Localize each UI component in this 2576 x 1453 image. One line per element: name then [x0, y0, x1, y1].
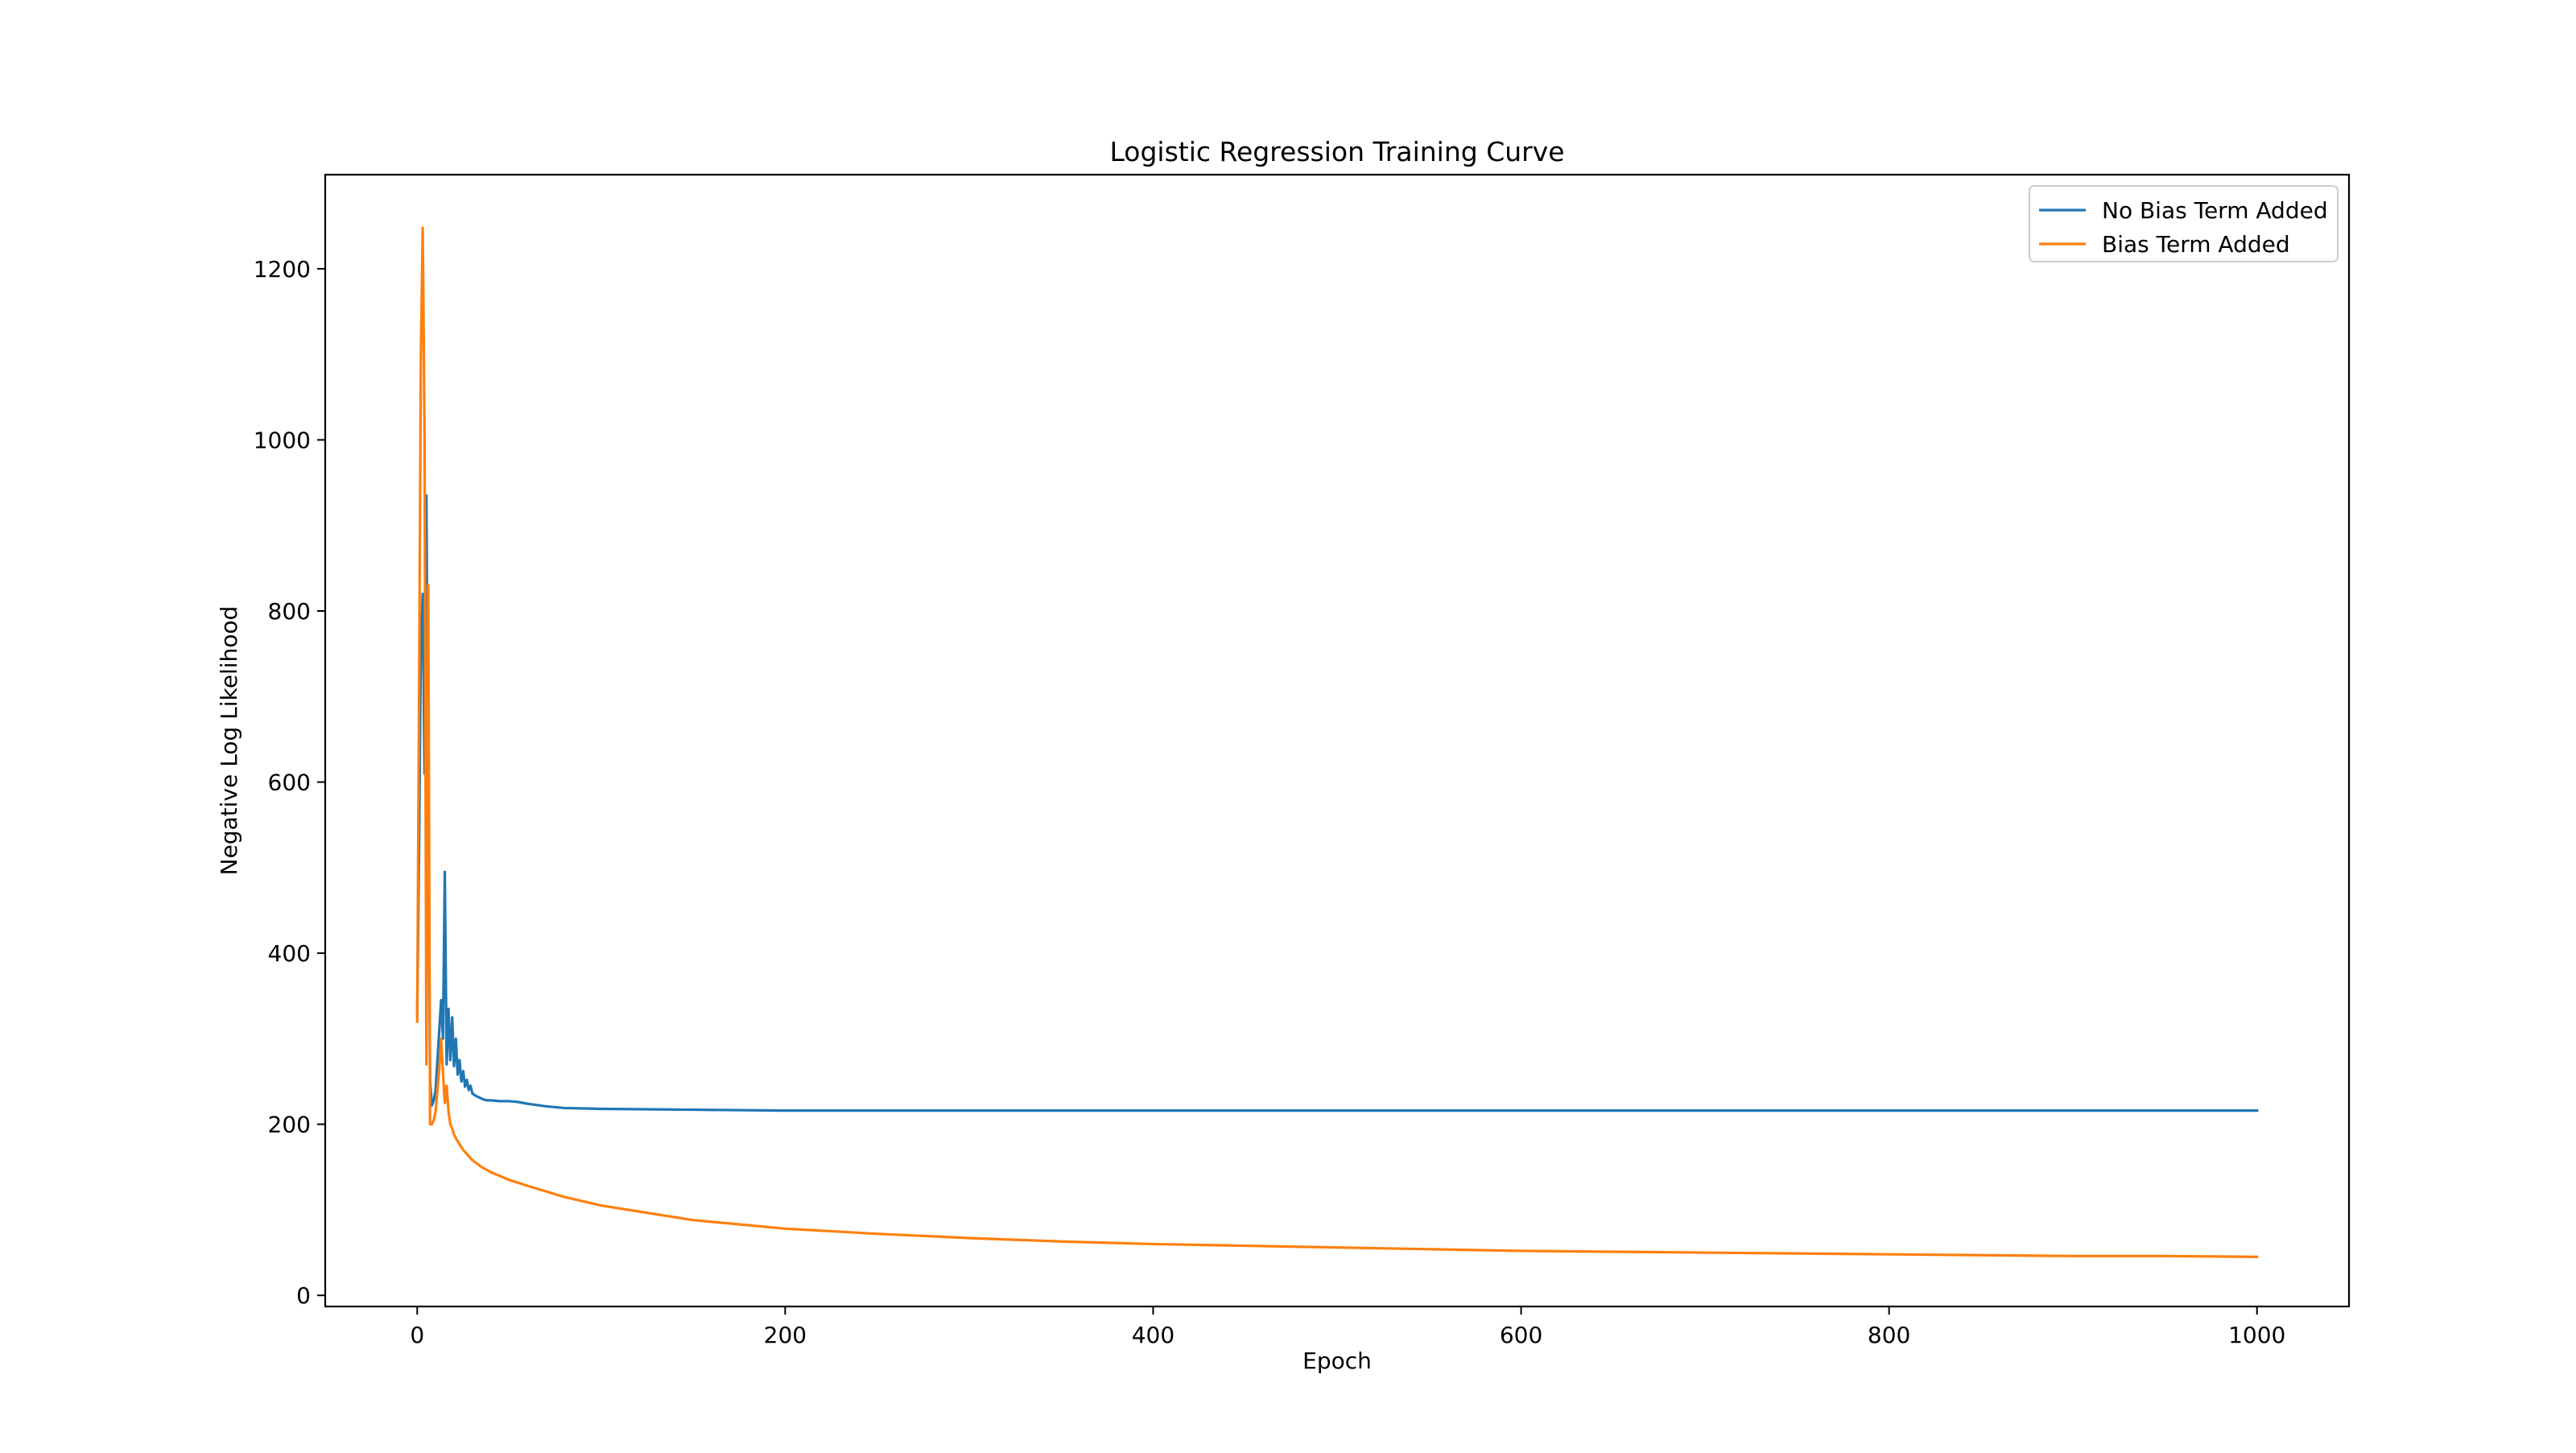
- y-axis-label: Negative Log Likelihood: [216, 606, 242, 876]
- series-line-1: [415, 493, 2259, 1112]
- legend: No Bias Term Added Bias Term Added: [2029, 185, 2339, 262]
- series-line-2: [415, 226, 2259, 1258]
- y-tick-label: 1200: [254, 256, 311, 283]
- y-tick-label: 200: [268, 1112, 311, 1138]
- x-tick-label: 0: [410, 1322, 424, 1348]
- legend-label-1: No Bias Term Added: [2102, 197, 2328, 224]
- legend-box: [2029, 185, 2339, 262]
- legend-label-2: Bias Term Added: [2102, 231, 2290, 258]
- y-tick-label: 0: [296, 1282, 311, 1309]
- x-tick-label: 400: [1132, 1322, 1174, 1348]
- y-tick-label: 400: [268, 940, 311, 967]
- y-tick-label: 600: [268, 770, 311, 796]
- chart-title: Logistic Regression Training Curve: [1109, 136, 1564, 167]
- x-tick-label: 200: [764, 1322, 807, 1348]
- x-axis-label: Epoch: [1302, 1348, 1372, 1374]
- x-tick-label: 600: [1500, 1322, 1542, 1348]
- x-tick-label: 1000: [2228, 1322, 2285, 1348]
- y-tick-label: 800: [268, 598, 311, 625]
- plot-area: [324, 173, 2351, 1308]
- axis-ticks: 0 200 400 600 800 1000 0 200 400 600 800 1000 1200: [254, 256, 2286, 1348]
- y-tick-label: 1000: [254, 427, 311, 453]
- x-tick-label: 800: [1868, 1322, 1910, 1348]
- axes-frame: [324, 173, 2351, 1308]
